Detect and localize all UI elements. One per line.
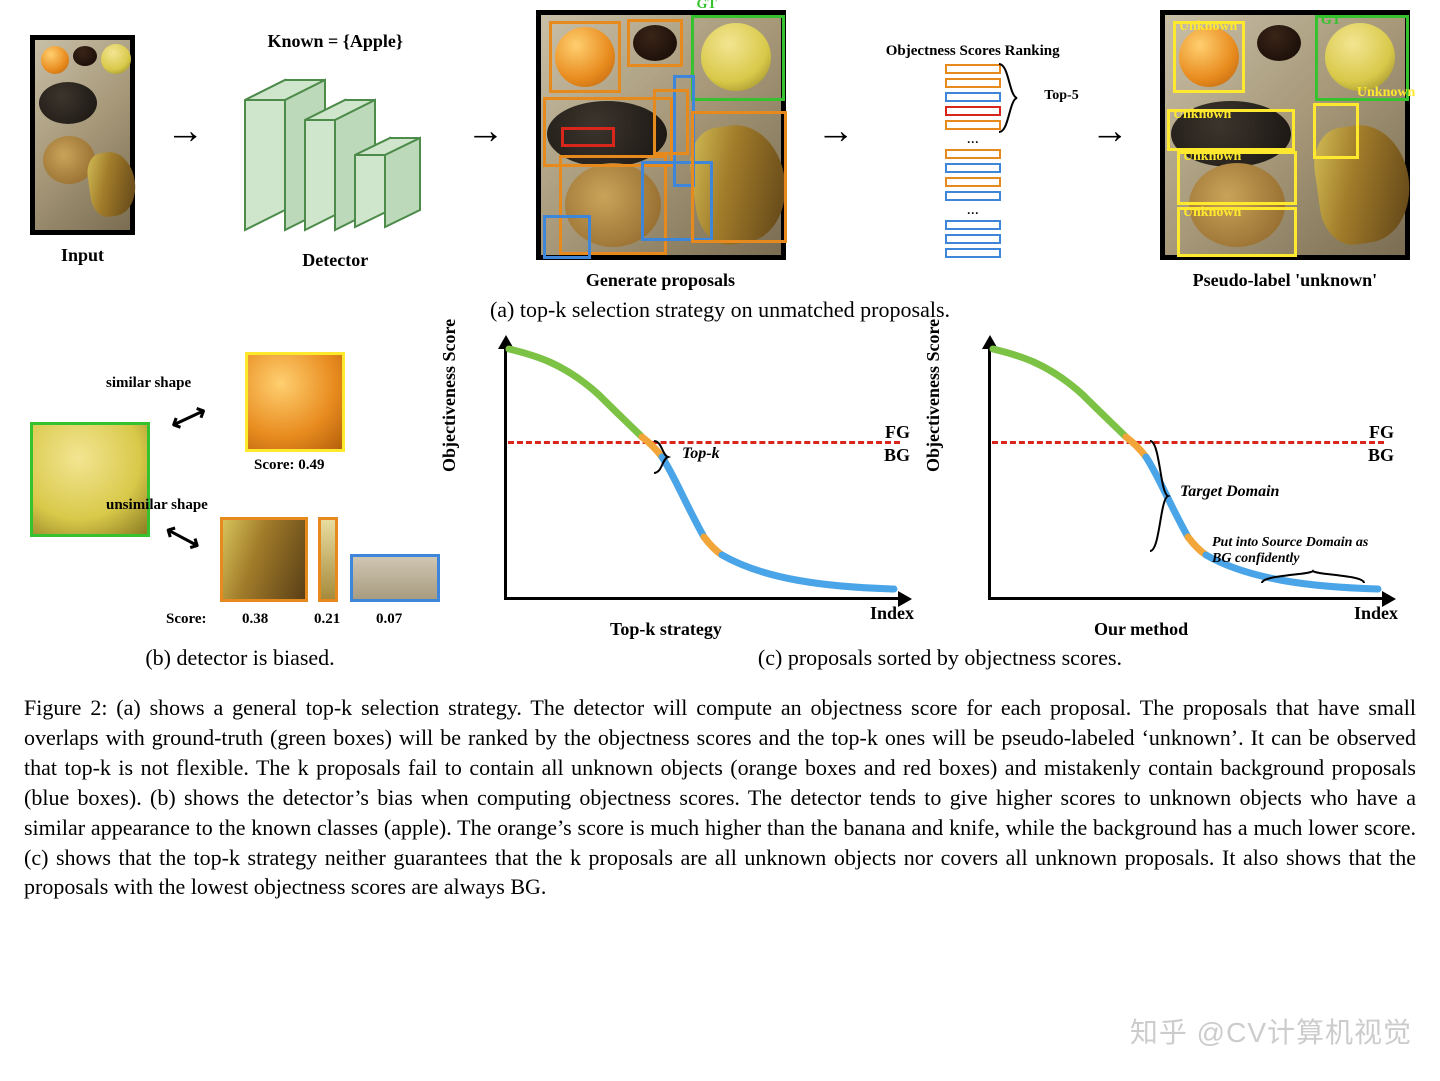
box-label: Unknown: [1177, 19, 1239, 34]
rank-bar: [945, 220, 1001, 230]
proposal-box: [691, 15, 785, 101]
proposal-box: [653, 89, 689, 155]
ranking-bars: ……: [945, 64, 1001, 258]
chart-topk: Objectiveness Score Index Top-k strategy…: [460, 337, 920, 637]
score-knife: 0.21: [314, 611, 340, 628]
target-brace-icon: [1146, 439, 1176, 557]
proposal-box: [691, 111, 787, 243]
rank-bar: [945, 248, 1001, 258]
thumb-bg: [350, 554, 440, 602]
rank-bar: [945, 177, 1001, 187]
chart-title-left: Top-k strategy: [610, 619, 722, 640]
box-label: Unknown: [1181, 205, 1243, 220]
pseudo-image: UnknownGTUnknownUnknownUnknownUnknown: [1160, 10, 1410, 260]
thumb-banana: [220, 517, 308, 602]
input-image: [30, 35, 135, 235]
score-banana: 0.38: [242, 611, 268, 628]
proposals-image: GT: [536, 10, 786, 260]
arrow-icon: →: [813, 109, 859, 153]
proposal-box: [627, 19, 683, 67]
score-row-label: Score:: [166, 611, 207, 628]
box-label: Unknown: [1181, 149, 1243, 164]
score-orange: Score: 0.49: [254, 457, 325, 474]
ranking-title: Objectness Scores Ranking: [886, 43, 1060, 60]
arrow-icon: →: [162, 109, 208, 153]
label-pseudo: Pseudo-label 'unknown': [1193, 270, 1378, 291]
ylabel: Objectiveness Score: [439, 319, 460, 472]
source-annot: Put into Source Domain as BG confidently: [1212, 535, 1382, 567]
chart-ours: Objectiveness Score Index Our method FG …: [944, 337, 1404, 637]
box-label: GT: [695, 0, 719, 12]
mid-row: similar shape unsimilar shape Score: 0.4…: [20, 337, 1420, 647]
label-proposals: Generate proposals: [586, 270, 735, 291]
box-label: Unknown: [1171, 107, 1233, 122]
ylabel: Objectiveness Score: [923, 319, 944, 472]
thumb-knife: [318, 517, 338, 602]
stage-input: Input: [30, 35, 135, 266]
curve-left: [504, 345, 900, 599]
rank-bar: [945, 120, 1001, 130]
watermark: 知乎 @CV计算机视觉: [1130, 1011, 1412, 1051]
double-arrow-icon: ⟷: [165, 397, 211, 440]
target-annot: Target Domain: [1180, 483, 1279, 501]
panel-c: Objectiveness Score Index Top-k strategy…: [460, 337, 1410, 647]
rank-ellipsis: …: [967, 205, 979, 216]
rank-bar: [945, 163, 1001, 173]
source-brace-icon: [1260, 569, 1370, 587]
label-detector: Detector: [302, 250, 368, 271]
rank-ellipsis: …: [967, 134, 979, 145]
top5-label: Top-5: [1044, 88, 1079, 104]
figure-caption: Figure 2: (a) shows a general top-k sele…: [20, 693, 1420, 902]
stage-ranking: Objectness Scores Ranking …… Top-5: [886, 43, 1060, 259]
arrow-icon: →: [1087, 109, 1133, 153]
stage-detector: Known = {Apple} Detecto: [235, 31, 435, 271]
rank-bar: [945, 191, 1001, 201]
caption-b: (b) detector is biased.: [20, 645, 460, 671]
caption-a: (a) top-k selection strategy on unmatche…: [20, 297, 1420, 323]
rank-bar: [945, 78, 1001, 88]
rank-bar: [945, 149, 1001, 159]
label-input: Input: [61, 245, 104, 266]
box-label: GT: [1319, 13, 1343, 28]
arrow-icon: →: [462, 109, 508, 153]
detector-3d-icon: [235, 60, 435, 240]
double-arrow-icon: ⟷: [159, 516, 206, 560]
panel-b: similar shape unsimilar shape Score: 0.4…: [30, 337, 450, 647]
proposal-box: [543, 215, 591, 259]
chart-title-right: Our method: [1094, 619, 1188, 640]
rank-bar: [945, 92, 1001, 102]
caption-c: (c) proposals sorted by objectness score…: [460, 645, 1420, 671]
rank-bar: [945, 106, 1001, 116]
rank-bar: [945, 64, 1001, 74]
stage-pseudo: UnknownGTUnknownUnknownUnknownUnknown Ps…: [1160, 10, 1410, 291]
thumb-orange: [245, 352, 345, 452]
xlabel: Index: [870, 603, 914, 624]
similar-text: similar shape: [106, 375, 191, 392]
topk-brace-icon: [650, 439, 680, 479]
unsimilar-text: unsimilar shape: [106, 497, 208, 514]
topk-annot: Top-k: [682, 445, 720, 463]
xlabel: Index: [1354, 603, 1398, 624]
rank-bar: [945, 234, 1001, 244]
known-set: Known = {Apple}: [268, 31, 403, 52]
box-label: Unknown: [1355, 85, 1417, 100]
thumb-apple: [30, 422, 150, 537]
score-bg: 0.07: [376, 611, 402, 628]
proposal-box: [561, 127, 615, 147]
pipeline-row: Input → Known = {Apple}: [20, 10, 1420, 291]
stage-proposals: GT Generate proposals: [536, 10, 786, 291]
sub-captions: (b) detector is biased. (c) proposals so…: [20, 645, 1420, 671]
pseudo-box: [1313, 103, 1359, 159]
proposal-box: [549, 21, 621, 93]
